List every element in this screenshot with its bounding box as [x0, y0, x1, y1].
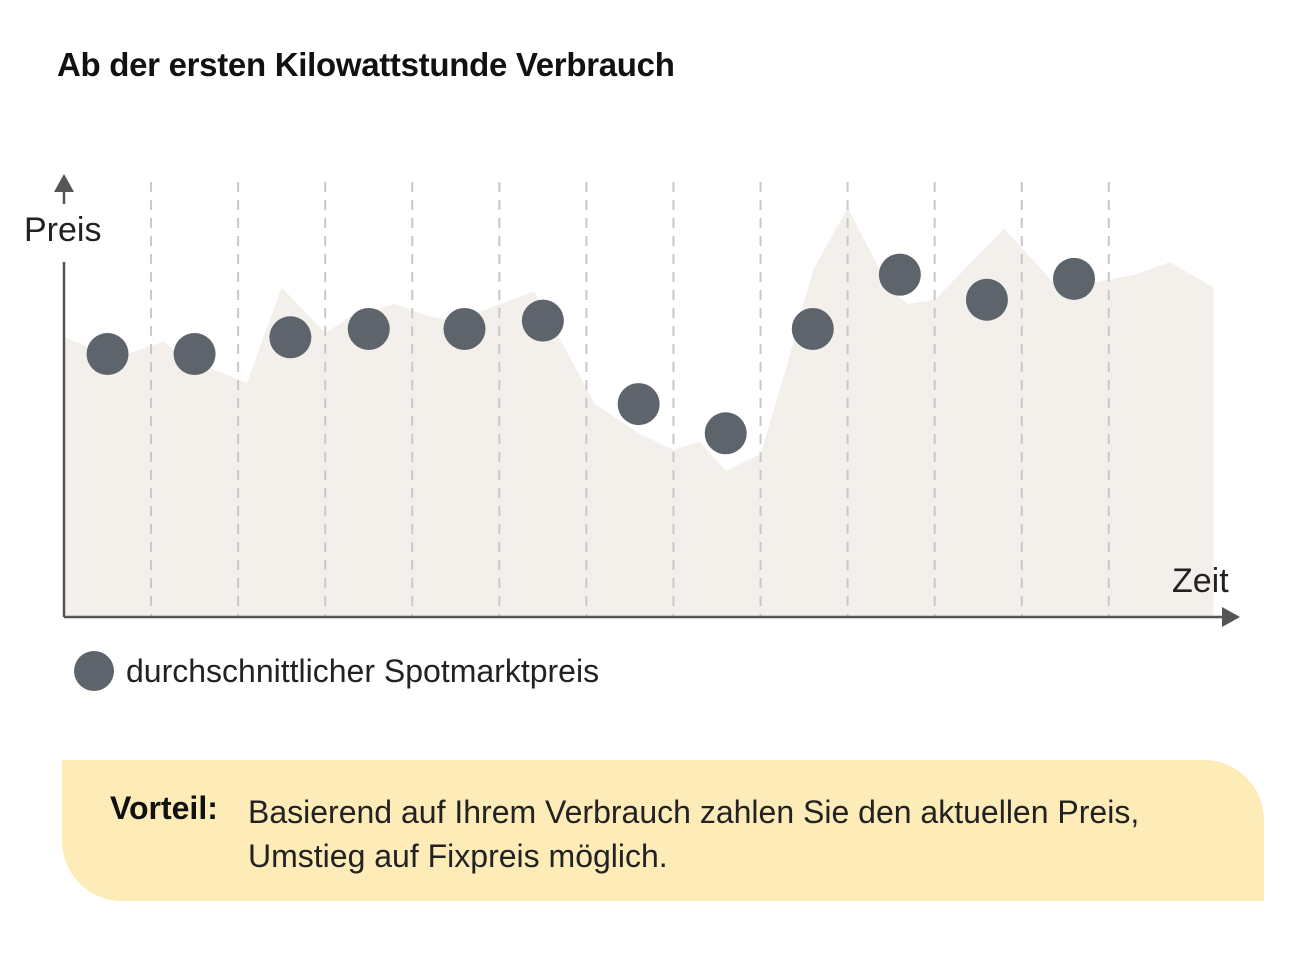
callout-text: Basierend auf Ihrem Verbrauch zahlen Sie… [248, 794, 1140, 874]
data-point-1 [86, 332, 129, 375]
data-point-9 [791, 307, 834, 350]
advantage-callout: Vorteil: Basierend auf Ihrem Verbrauch z… [62, 760, 1264, 901]
data-point-8 [704, 412, 747, 455]
legend-marker-icon [74, 651, 114, 691]
legend: durchschnittlicher Spotmarktpreis [74, 651, 599, 691]
data-point-10 [878, 253, 921, 296]
y-axis-label: Preis [24, 211, 102, 249]
data-point-11 [965, 278, 1008, 321]
x-axis-arrow-icon [1222, 607, 1240, 627]
callout-label: Vorteil: [110, 790, 218, 826]
data-points-layer [86, 253, 1095, 455]
legend-label: durchschnittlicher Spotmarktpreis [126, 652, 600, 689]
price-area-layer [64, 207, 1214, 617]
data-point-7 [617, 383, 660, 426]
price-area [64, 207, 1214, 617]
data-point-4 [347, 307, 390, 350]
x-axis-label: Zeit [1172, 562, 1229, 600]
data-point-3 [269, 316, 312, 359]
data-point-12 [1052, 257, 1095, 300]
y-axis-arrow-icon [54, 174, 74, 192]
data-point-2 [173, 332, 216, 375]
data-point-5 [443, 307, 486, 350]
axis-layer [54, 174, 1240, 627]
gridline-layer [150, 182, 1110, 617]
chart-title: Ab der ersten Kilowattstunde Verbrauch [57, 46, 675, 83]
data-point-6 [521, 299, 564, 342]
